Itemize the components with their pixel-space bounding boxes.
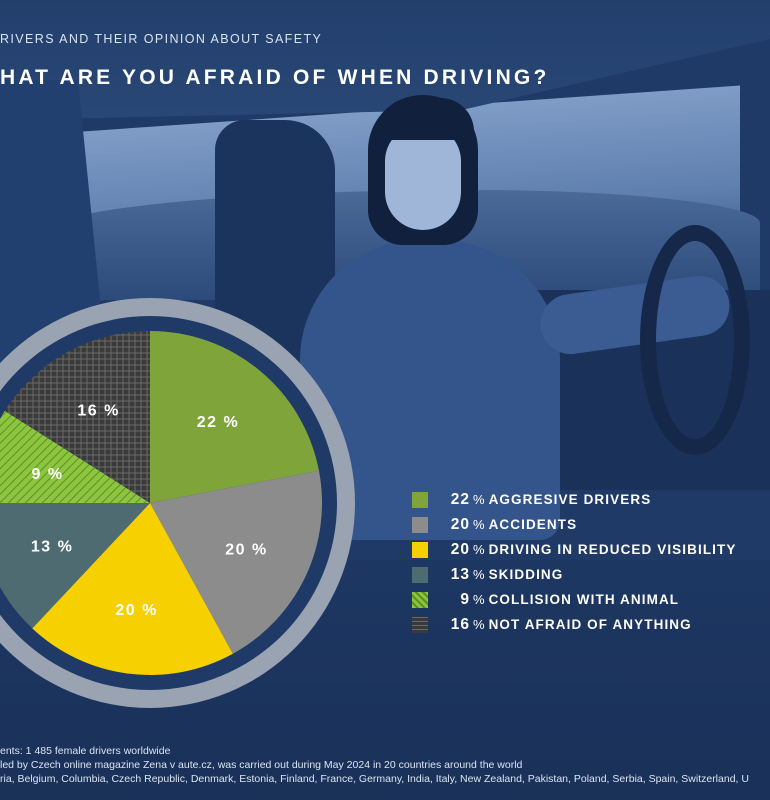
pie-slice-skidding bbox=[0, 503, 150, 629]
legend-item-not-afraid: 16% NOT AFRAID OF ANYTHING bbox=[412, 612, 736, 637]
steering-wheel bbox=[640, 225, 750, 455]
chart-title: HAT ARE YOU AFRAID OF WHEN DRIVING? bbox=[0, 66, 550, 89]
percent-sign: % bbox=[473, 492, 485, 507]
pie-slice-not_afraid bbox=[4, 331, 150, 503]
legend-value: 20 bbox=[450, 515, 470, 533]
slice-label-animal: 9 % bbox=[32, 466, 64, 483]
slice-label-skidding: 13 % bbox=[31, 538, 73, 555]
legend-label: COLLISION WITH ANIMAL bbox=[488, 592, 680, 607]
pie-slice-accidents bbox=[150, 470, 322, 654]
legend-label: DRIVING IN REDUCED VISIBILITY bbox=[488, 542, 737, 557]
legend-swatch-not-afraid bbox=[412, 616, 428, 633]
percent-sign: % bbox=[473, 617, 485, 632]
pie-slice-visibility bbox=[32, 503, 233, 675]
legend-swatch-visibility bbox=[412, 541, 428, 558]
legend-item-accidents: 20% ACCIDENTS bbox=[412, 512, 736, 537]
slice-label-accidents: 20 % bbox=[225, 541, 267, 558]
legend-item-skidding: 13% SKIDDING bbox=[412, 562, 736, 587]
slice-label-aggressive: 22 % bbox=[197, 414, 239, 431]
pie-slice-aggressive bbox=[150, 331, 319, 503]
percent-sign: % bbox=[473, 592, 485, 607]
pie-chart: 22 % 20 % 20 % 13 % 9 % 16 % bbox=[0, 298, 355, 708]
legend-value: 16 bbox=[450, 615, 470, 633]
legend: 22% AGGRESIVE DRIVERS 20% ACCIDENTS 20% … bbox=[412, 487, 736, 637]
legend-item-animal: 9% COLLISION WITH ANIMAL bbox=[412, 587, 736, 612]
legend-label: SKIDDING bbox=[488, 567, 564, 582]
percent-sign: % bbox=[473, 567, 485, 582]
footnote-countries: ria, Belgium, Columbia, Czech Republic, … bbox=[0, 773, 749, 785]
legend-label: AGGRESIVE DRIVERS bbox=[488, 492, 652, 507]
slice-label-not_afraid: 16 % bbox=[77, 403, 119, 420]
legend-label: ACCIDENTS bbox=[488, 517, 578, 532]
chart-subtitle: RIVERS AND THEIR OPINION ABOUT SAFETY bbox=[0, 32, 323, 46]
legend-swatch-skidding bbox=[412, 566, 428, 583]
legend-swatch-animal bbox=[412, 591, 428, 608]
legend-swatch-accidents bbox=[412, 516, 428, 533]
slice-label-visibility: 20 % bbox=[115, 602, 157, 619]
driver-fringe bbox=[378, 98, 474, 140]
percent-sign: % bbox=[473, 517, 485, 532]
legend-value: 22 bbox=[450, 490, 470, 508]
legend-item-visibility: 20% DRIVING IN REDUCED VISIBILITY bbox=[412, 537, 736, 562]
footnote-survey: led by Czech online magazine Zena v aute… bbox=[0, 759, 523, 771]
legend-value: 9 bbox=[460, 590, 470, 608]
footnote-respondents: ents: 1 485 female drivers worldwide bbox=[0, 745, 171, 757]
percent-sign: % bbox=[473, 542, 485, 557]
pie-slice-animal bbox=[0, 410, 150, 503]
legend-swatch-aggressive bbox=[412, 491, 428, 508]
legend-value: 20 bbox=[450, 540, 470, 558]
driver-face bbox=[385, 125, 461, 230]
footnotes: ents: 1 485 female drivers worldwide led… bbox=[0, 744, 749, 786]
legend-item-aggressive: 22% AGGRESIVE DRIVERS bbox=[412, 487, 736, 512]
legend-value: 13 bbox=[450, 565, 470, 583]
legend-label: NOT AFRAID OF ANYTHING bbox=[488, 617, 692, 632]
